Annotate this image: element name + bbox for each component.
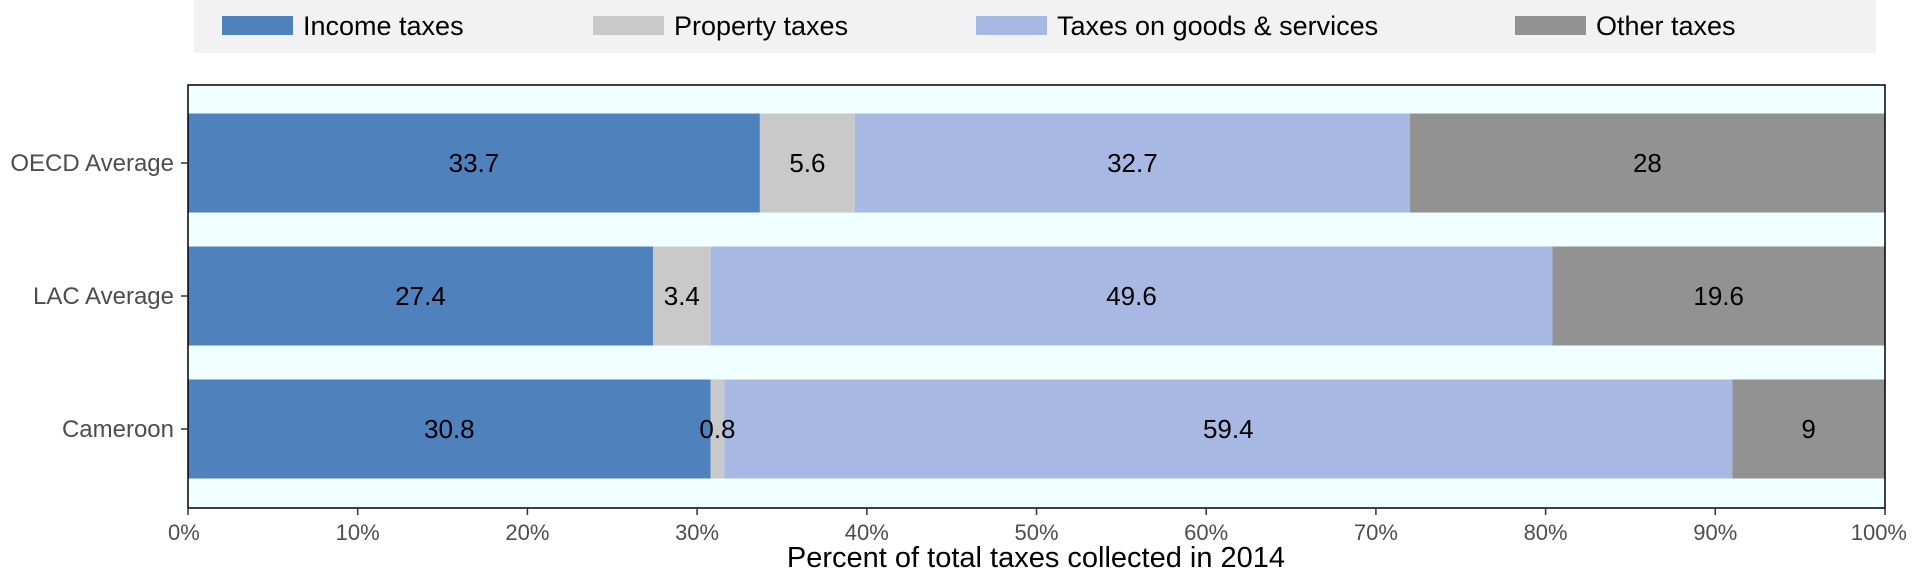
- bar-lac-average-property-taxes: [652, 246, 711, 346]
- legend-swatch-taxes-on-goods-and-services: [976, 16, 1047, 35]
- data-label-cameroon-property-taxes: 0.8: [699, 414, 735, 444]
- data-label-oecd-average-other-taxes: 28: [1633, 148, 1662, 178]
- bar-cameroon-other-taxes: [1732, 379, 1885, 479]
- bar-lac-average-taxes-on-goods-and-services: [710, 246, 1553, 346]
- bar-oecd-average-other-taxes: [1409, 113, 1885, 213]
- x-tick-label: 20%: [505, 520, 549, 545]
- x-tick-label: 80%: [1524, 520, 1568, 545]
- data-label-cameroon-taxes-on-goods-and-services: 59.4: [1203, 414, 1254, 444]
- category-axis: OECD Average LAC Average Cameroon: [10, 150, 188, 443]
- data-label-oecd-average-income-taxes: 33.7: [449, 148, 500, 178]
- x-tick-label: 100%: [1851, 520, 1907, 545]
- x-tick-label: 60%: [1184, 520, 1228, 545]
- x-tick-label: 40%: [845, 520, 889, 545]
- x-axis-title: Percent of total taxes collected in 2014: [787, 542, 1285, 574]
- data-label-oecd-average-taxes-on-goods-and-services: 32.7: [1107, 148, 1158, 178]
- legend-swatch-property-taxes: [593, 16, 664, 35]
- x-tick-label: 90%: [1693, 520, 1737, 545]
- data-labels-group: 33.7 5.6 32.7 28 27.4 3.4 49.6 19.6 30.8 0.8 59.4 9: [395, 148, 1816, 444]
- x-axis: 0% 10% 20% 30% 40% 50% 60% 70% 80% 90% 100%: [168, 508, 1907, 545]
- bar-lac-average-income-taxes: [188, 246, 653, 346]
- data-label-lac-average-taxes-on-goods-and-services: 49.6: [1106, 281, 1157, 311]
- category-label-cameroon: Cameroon: [62, 416, 174, 443]
- data-label-cameroon-other-taxes: 9: [1801, 414, 1815, 444]
- legend-label-other-taxes: Other taxes: [1596, 11, 1736, 41]
- category-label-lac-average: LAC Average: [33, 283, 174, 310]
- data-label-lac-average-other-taxes: 19.6: [1693, 281, 1744, 311]
- legend-swatch-other-taxes: [1515, 16, 1586, 35]
- bars-group: [188, 113, 1885, 479]
- bar-cameroon-property-taxes: [710, 379, 725, 479]
- legend-label-taxes-on-goods-and-services: Taxes on goods & services: [1057, 11, 1378, 41]
- bar-oecd-average-property-taxes: [759, 113, 855, 213]
- x-tick-label: 10%: [336, 520, 380, 545]
- legend-label-income-taxes: Income taxes: [303, 11, 464, 41]
- data-label-cameroon-income-taxes: 30.8: [424, 414, 475, 444]
- legend-label-property-taxes: Property taxes: [674, 11, 848, 41]
- category-label-oecd-average: OECD Average: [10, 150, 174, 177]
- data-label-lac-average-property-taxes: 3.4: [664, 281, 700, 311]
- bar-cameroon-income-taxes: [188, 379, 711, 479]
- legend-swatch-income-taxes: [222, 16, 293, 35]
- x-tick-label: 30%: [675, 520, 719, 545]
- x-tick-label: 70%: [1354, 520, 1398, 545]
- legend: Income taxes Property taxes Taxes on goods…: [222, 11, 1736, 41]
- data-label-lac-average-income-taxes: 27.4: [395, 281, 446, 311]
- x-tick-label: 50%: [1014, 520, 1058, 545]
- bar-lac-average-other-taxes: [1552, 246, 1885, 346]
- data-label-oecd-average-property-taxes: 5.6: [789, 148, 825, 178]
- bar-cameroon-taxes-on-goods-and-services: [724, 379, 1733, 479]
- bar-oecd-average-taxes-on-goods-and-services: [854, 113, 1410, 213]
- x-tick-label: 0%: [168, 520, 200, 545]
- bar-oecd-average-income-taxes: [188, 113, 760, 213]
